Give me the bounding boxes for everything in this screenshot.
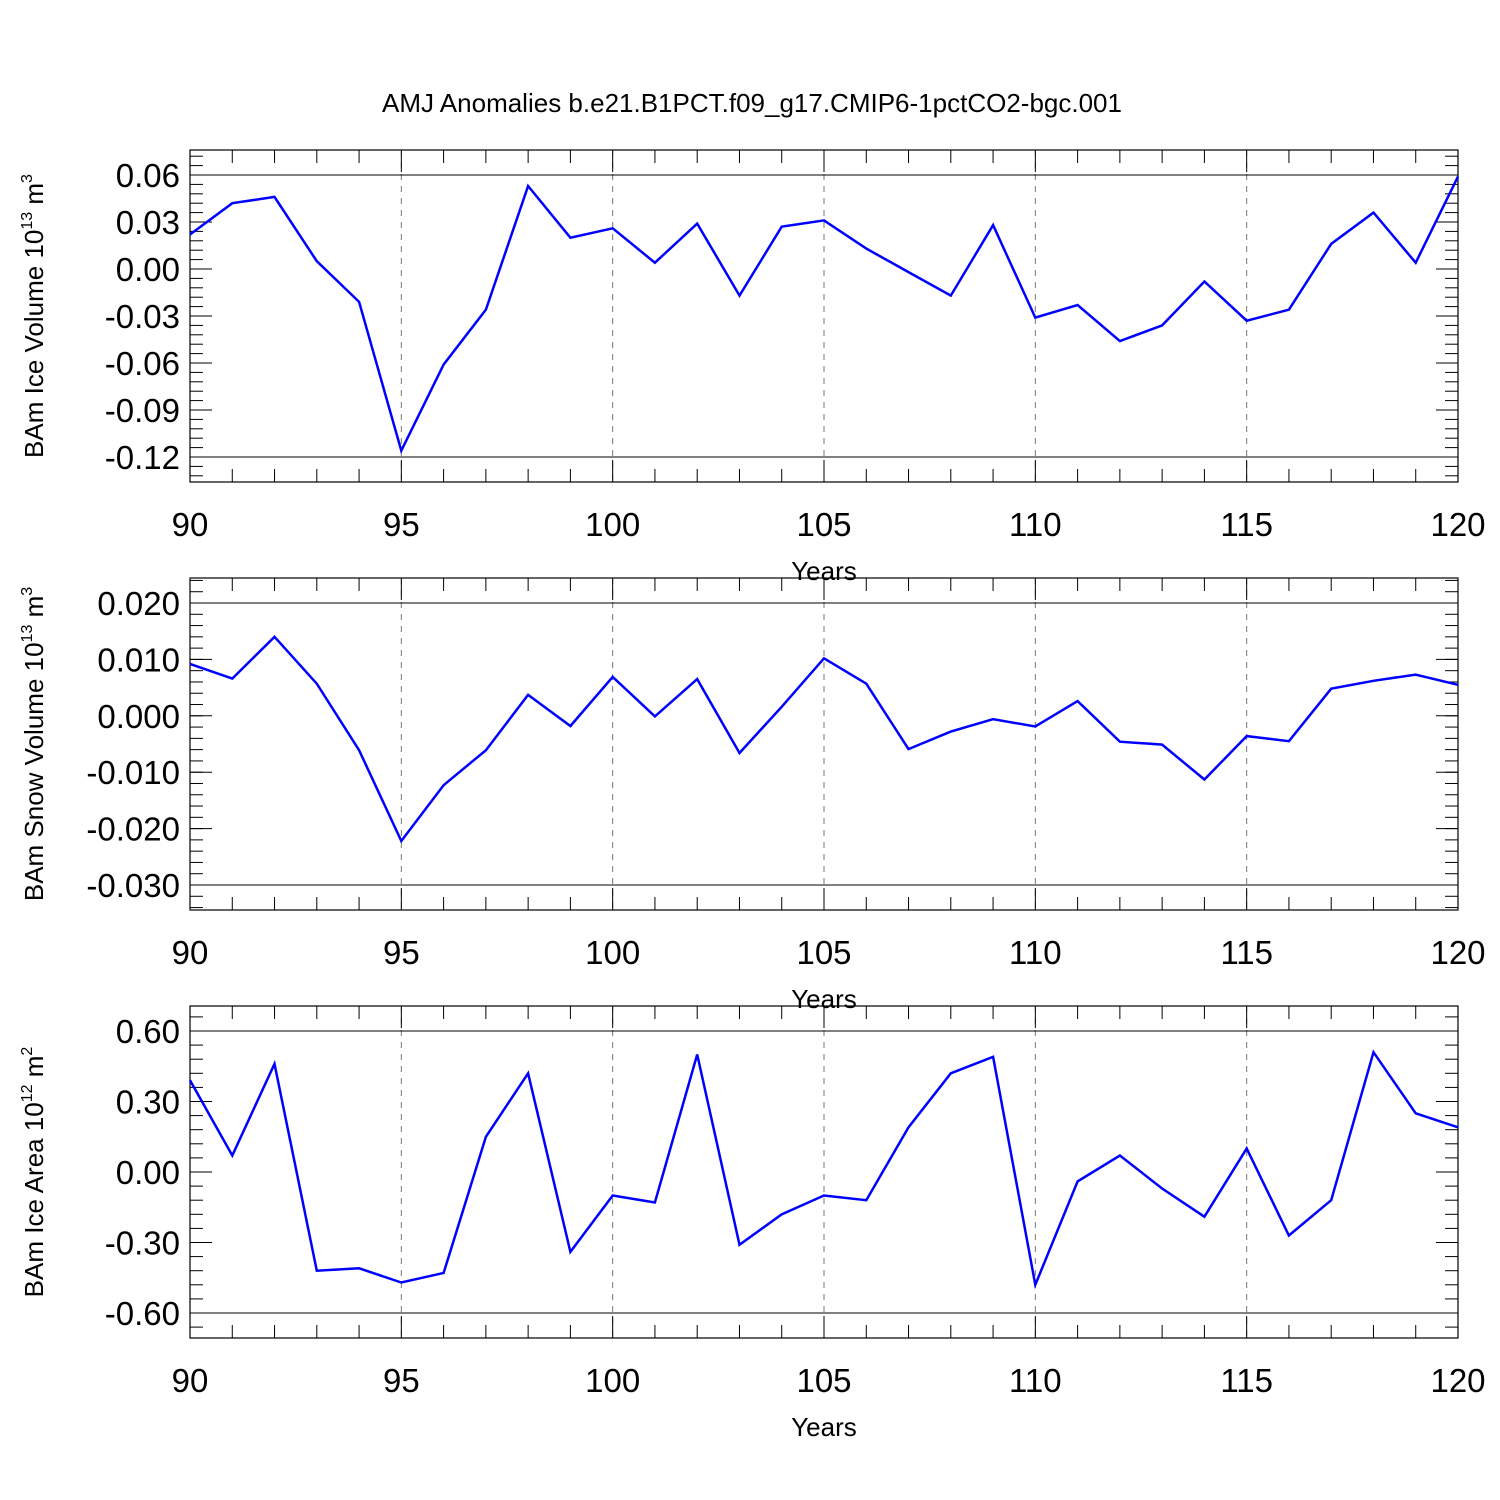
y-tick-label: -0.03 xyxy=(105,298,180,335)
x-tick-label: 105 xyxy=(796,934,851,971)
y-tick-label: -0.030 xyxy=(86,867,180,904)
series-line xyxy=(188,1049,1459,1290)
y-tick-label: 0.00 xyxy=(116,1154,180,1191)
x-axis-title: Years xyxy=(791,1412,857,1442)
x-tick-label: 115 xyxy=(1220,506,1273,543)
x-tick-label: 110 xyxy=(1009,506,1062,543)
y-tick-label: -0.06 xyxy=(105,345,180,382)
x-tick-label: 90 xyxy=(172,934,209,971)
x-tick-label: 115 xyxy=(1220,1362,1273,1399)
y-tick-label: 0.00 xyxy=(116,251,180,288)
y-axis-title: BAm Snow Volume 1013 m3 xyxy=(19,587,49,901)
panel-3: 0.60 0.30 0.00 -0.30 -0.60 90 95 100 105 110 115 12… xyxy=(19,1005,1486,1442)
x-tick-label: 110 xyxy=(1009,1362,1062,1399)
y-tick-label: 0.30 xyxy=(116,1084,180,1121)
figure-title: AMJ Anomalies b.e21.B1PCT.f09_g17.CMIP6-… xyxy=(382,88,1122,118)
x-tick-label: 95 xyxy=(383,934,420,971)
x-tick-label: 95 xyxy=(383,1362,420,1399)
x-tick-label: 90 xyxy=(172,1362,209,1399)
y-tick-label: -0.010 xyxy=(86,754,180,791)
y-tick-label: -0.30 xyxy=(105,1225,180,1262)
y-tick-label: 0.000 xyxy=(97,698,180,735)
y-tick-label: -0.09 xyxy=(105,392,180,429)
series-line xyxy=(189,634,1459,844)
x-tick-label: 115 xyxy=(1220,934,1273,971)
y-tick-label: 0.020 xyxy=(97,585,180,622)
y-tick-label: 0.03 xyxy=(116,204,180,241)
x-tick-label: 105 xyxy=(796,1362,851,1399)
y-tick-label: 0.60 xyxy=(116,1013,180,1050)
series-line xyxy=(189,176,1460,455)
y-axis-title: BAm Ice Volume 1013 m3 xyxy=(19,174,49,458)
y-tick-label: -0.020 xyxy=(86,811,180,848)
x-tick-label: 90 xyxy=(172,506,209,543)
x-tick-label: 100 xyxy=(585,1362,640,1399)
x-tick-label: 105 xyxy=(796,506,851,543)
panel-1: 0.06 0.03 0.00 -0.03 -0.06 -0.09 -0.12 90 95 100 1… xyxy=(19,149,1486,586)
x-tick-label: 100 xyxy=(585,506,640,543)
y-tick-label: 0.010 xyxy=(97,641,180,678)
x-tick-label: 120 xyxy=(1430,934,1485,971)
x-tick-label: 100 xyxy=(585,934,640,971)
x-tick-label: 120 xyxy=(1430,1362,1485,1399)
x-tick-label: 95 xyxy=(383,506,420,543)
y-tick-label: -0.12 xyxy=(105,439,180,476)
y-tick-label: -0.60 xyxy=(105,1295,180,1332)
x-tick-label: 110 xyxy=(1009,934,1062,971)
panel-2: 0.020 0.010 0.000 -0.010 -0.020 -0.030 90 95 100… xyxy=(19,577,1486,1014)
y-tick-label: 0.06 xyxy=(116,157,180,194)
x-tick-label: 120 xyxy=(1430,506,1485,543)
panels: 0.06 0.03 0.00 -0.03 -0.06 -0.09 -0.12 90 95 100 1… xyxy=(19,149,1486,1442)
y-axis-title: BAm Ice Area 1012 m2 xyxy=(19,1047,49,1298)
